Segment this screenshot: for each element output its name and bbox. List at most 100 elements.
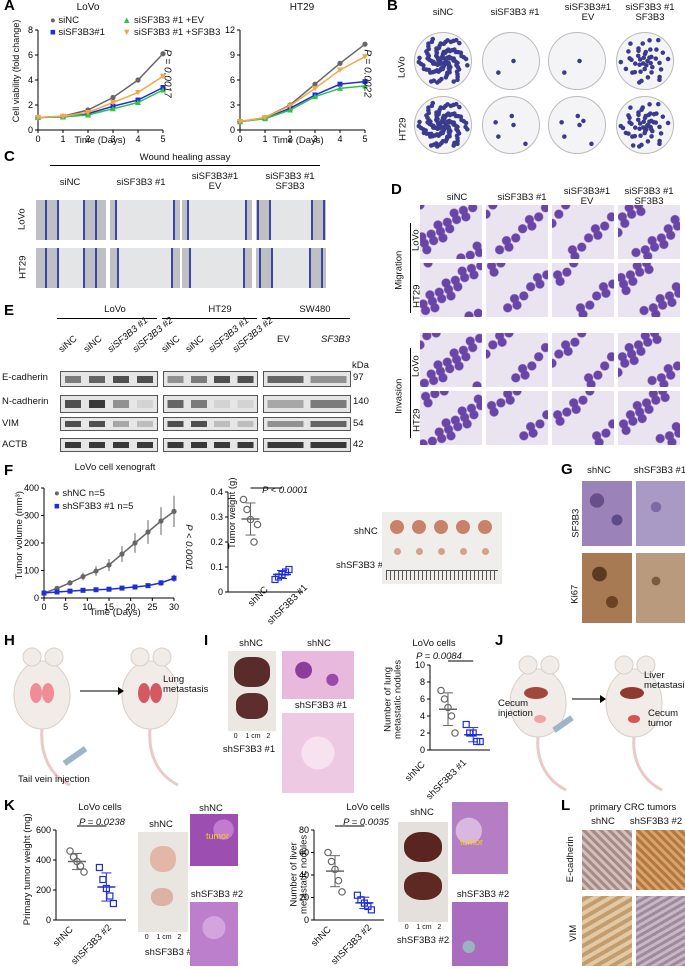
series-line [37,75,164,119]
panel-label-g: G [561,461,573,478]
protein-label: N-cadherin [2,396,49,407]
panel-l-title: primary CRC tumors [589,802,677,813]
panel-g-row-sf3b3: SF3B3 [570,508,582,538]
label-liver-metastasis: Liver metastasis [644,670,685,692]
colony-dish [482,32,540,90]
blot-strip [60,417,158,431]
panel-g-col-1: shNC [587,465,611,476]
series-line [43,510,175,594]
panel-k-photo2-label-2: shSF3B3 #2 [396,935,450,946]
blot-strip [60,395,158,413]
x-tick-label: 2 [85,134,90,144]
panel-c-col-1: siNC [59,177,81,188]
panel-k-title-1: LoVo cells [78,802,122,813]
y-tick-label: 0 [218,587,223,597]
chart-k-liver: 0 20 40 60 80 [299,825,384,925]
panel-label-a: A [4,0,15,14]
data-point [334,876,343,885]
panel-b-col-2: siSF3B3 #1 [490,7,540,18]
panel-k-charts: 0 200 400 600 0 20 40 60 80 [36,825,384,925]
x-tick-label: 3 [312,134,317,144]
panel-i-he-label-2: shSF3B3 #1 [294,700,348,711]
x-tick-label: 2 [287,134,292,144]
data-point [80,587,86,593]
x-tick-label: 0 [35,134,40,144]
data-point [243,505,251,514]
data-point [60,113,66,120]
data-point [444,703,452,712]
data-point [440,695,449,703]
data-point [102,884,111,893]
panel-e: LoVo HT29 SW480 siNC siNC siSF3B3 #1 siSF3B… [0,304,390,460]
panel-d-col-4: siSF3B3 #1 SF3B3 [624,186,674,208]
panel-l: primary CRC tumors shNC shSF3B3 #2 E-cad… [560,800,685,969]
data-point [35,115,41,121]
xenograft-tumor [437,548,445,555]
xenograft-tumor-photo [382,512,502,584]
data-point [462,720,470,729]
data-point [324,848,332,857]
panel-k-he2-label-2: shSF3B3 #2 [456,889,510,900]
chart-k-primary: 0 200 400 600 [36,825,126,925]
panel-label-j: J [495,632,504,649]
panel-b: siNC siSF3B3 #1 siSF3B3#1 EV siSF3B3 #1 … [396,0,685,160]
blot-group-lovo: LoVo [104,304,126,315]
panel-d-col-3: siSF3B3#1 EV [563,186,611,208]
data-point [132,584,138,590]
data-point [476,737,484,746]
panel-b-row-lovo: LoVo [396,56,408,79]
panel-label-i: I [204,632,209,649]
he-lung-sh [282,713,354,793]
blot-strip [163,395,258,413]
chart-a-lovo-pval: P = 0.0017 [161,49,173,98]
wound-image [182,248,252,288]
y-tick-label: 0.3 [210,512,223,522]
y-tick-label: 600 [36,825,51,835]
chart-a-lovo-title: LoVo [76,2,100,13]
y-tick-label: 10 [415,660,425,670]
y-tick-label: 4 [28,75,33,85]
data-point [158,580,164,586]
transwell-image [552,333,614,387]
data-point [246,515,255,524]
transwell-image [618,205,680,259]
panel-j: Cecum injection Liver metastasis Cecum t… [496,635,685,795]
panel-d-group-migration: Migration [393,250,405,290]
legend-sinc: siNC [58,15,79,26]
wound-image [36,200,106,240]
y-tick-label: 200 [36,885,51,895]
data-point [158,518,164,524]
data-point [337,81,343,87]
data-point [362,79,368,85]
wound-image [256,200,326,240]
data-point [312,93,318,100]
y-tick-label: 3 [230,100,235,110]
y-tick-label: 60 [299,848,309,858]
data-point [106,562,112,568]
ihc-l-shnc-ecad [582,830,632,890]
transwell-image [618,391,680,445]
blot-strip [263,438,351,452]
tumor-photo-row-2: shSF3B3 #1 [336,560,389,571]
y-tick-label: 12 [225,25,235,35]
panel-k-title-2: LoVo cells [346,802,390,813]
chart-a-legend: ● siNC ■ siSF3B3#1 ▲ siSF3B3 #1 +EV ▼ si… [50,15,221,38]
panel-k-ruler-1: 0 1 cm 2 [144,934,182,941]
data-point [160,87,166,93]
mouse-illustration-j [509,655,663,792]
data-point [95,863,104,872]
tumor-photo-row-1: shNC [354,526,378,537]
colony-dish [616,96,674,154]
data-point [135,90,141,96]
legend-sisf3b3-sf3b3: siSF3B3 #1 +SF3B3 [134,27,221,38]
blot-strip [163,438,258,452]
ihc-sh-sf3b3 [636,481,685,546]
blot-strip [163,371,258,387]
data-point [106,892,114,900]
data-point [160,73,166,80]
lane-label: siNC [159,333,183,356]
y-tick-label: 6 [230,75,235,85]
xenograft-tumor [415,548,423,555]
ihc-l-sh-vim [636,896,685,966]
legend-sisf3b3-ev: siSF3B3 #1 +EV [134,15,205,26]
